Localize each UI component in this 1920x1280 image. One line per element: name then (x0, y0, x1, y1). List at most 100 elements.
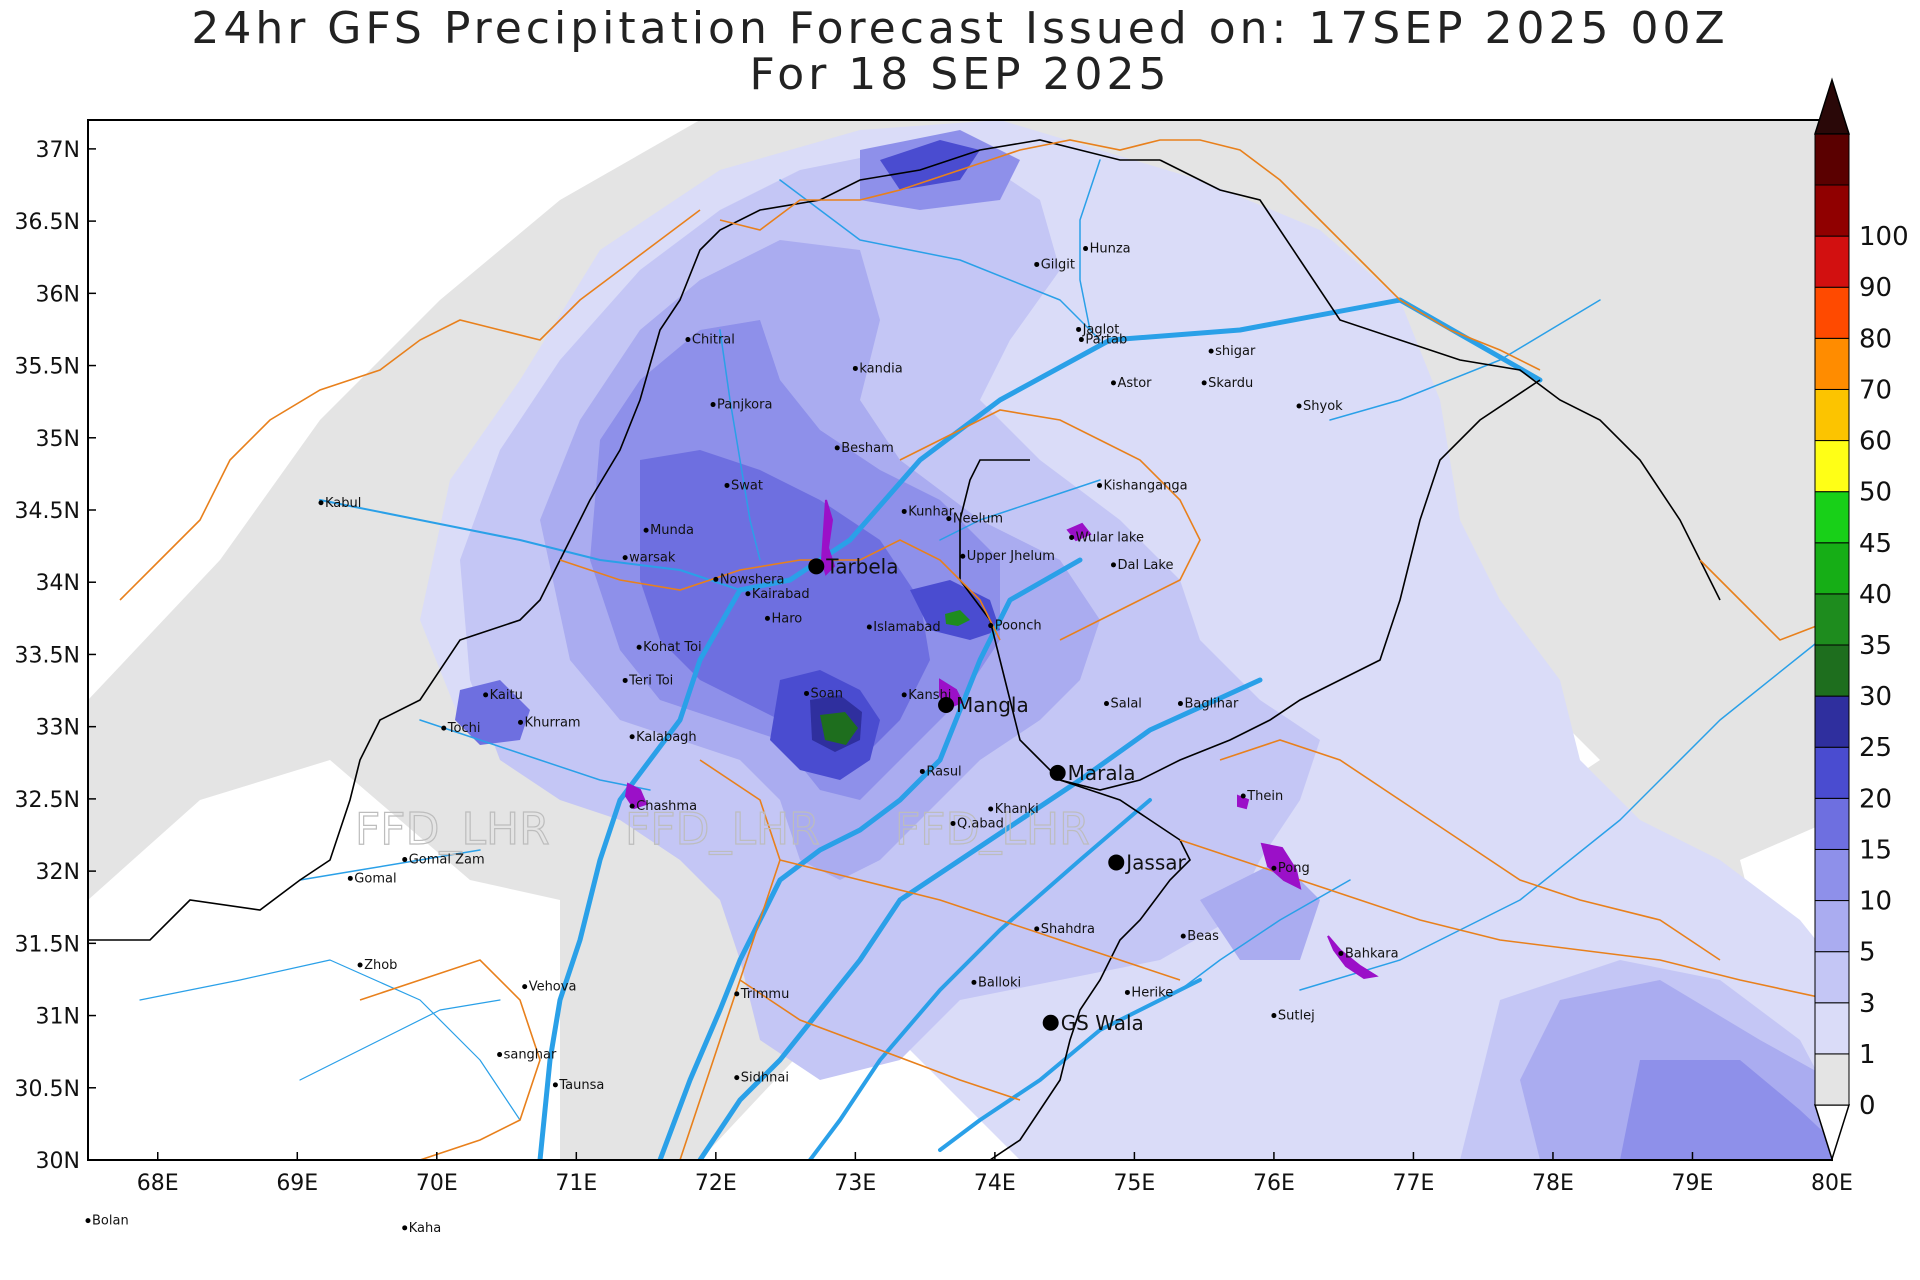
place-sutlej: Sutlej (1271, 1009, 1315, 1024)
place-marker (1083, 246, 1089, 252)
place-marker (1076, 326, 1082, 332)
place-marker (629, 803, 635, 809)
x-tick-label: 69E (276, 1171, 318, 1196)
loc-line (959, 379, 1541, 791)
precip-band-20c (880, 140, 980, 190)
place-gs-wala: GS Wala (1042, 1011, 1144, 1035)
place-marker (1177, 701, 1183, 707)
place-marker (85, 1218, 91, 1224)
place-marker (402, 857, 408, 863)
colorbar-segment (1814, 337, 1850, 390)
admin-afghan-provinces (119, 209, 701, 601)
x-tick-label: 71E (555, 1171, 597, 1196)
place-marker (804, 690, 810, 696)
chenab-river (697, 677, 1263, 1160)
y-tick-label: 33.5N (15, 643, 80, 668)
place-marker (1069, 534, 1075, 540)
place-baglihar: Baglihar (1177, 697, 1239, 712)
place-marker (1078, 337, 1084, 343)
beas-river (1179, 879, 1351, 991)
place-warsak: warsak (622, 551, 676, 566)
watermark-2: FFD_LHR (625, 804, 820, 855)
x-tick-label: 76E (1253, 1171, 1295, 1196)
place-munda: Munda (643, 523, 694, 538)
place-sanghar: sanghar (497, 1048, 557, 1063)
place-marker (1271, 1013, 1277, 1019)
place-kaha: Kaha (402, 1221, 441, 1236)
place-label: Dal Lake (1117, 558, 1173, 573)
precip-band-10c (1620, 1060, 1832, 1160)
y-tick-label: 32.5N (15, 788, 80, 813)
x-tick-label: 79E (1672, 1171, 1714, 1196)
place-label: Kohat Toi (643, 640, 702, 655)
place-marker (622, 555, 628, 561)
place-kanshi: Kanshi (901, 688, 951, 703)
y-tick-label: 35N (36, 427, 80, 452)
place-marker (441, 725, 447, 731)
y-tick-label: 36.5N (15, 210, 80, 235)
place-label: Nowshera (720, 572, 785, 587)
x-tick-label: 73E (834, 1171, 876, 1196)
kurram-river (419, 719, 651, 791)
admin-punjab-2 (779, 859, 1181, 981)
ravi-river (808, 798, 1152, 1160)
outside-places: Bolan Kaha (85, 1214, 441, 1236)
place-islamabad: Islamabad (866, 620, 941, 635)
place-label: kandia (859, 361, 902, 376)
x-tick-label: 74E (974, 1171, 1016, 1196)
place-marker (1049, 764, 1066, 781)
colorbar-segment (1814, 286, 1850, 339)
place-marker (518, 719, 524, 725)
admin-boundaries (119, 139, 1832, 1160)
place-marker (483, 692, 489, 698)
colorbar-segment (1814, 235, 1850, 288)
place-trimmu: Trimmu (734, 987, 789, 1002)
place-soan: Soan (804, 686, 843, 701)
place-khanki: Khanki (988, 802, 1039, 817)
place-kishanganga: Kishanganga (1097, 478, 1188, 493)
place-marker (552, 1082, 558, 1088)
colorbar-label: 50 (1859, 478, 1892, 508)
place-kandia: kandia (852, 361, 903, 376)
place-label: Shyok (1303, 399, 1343, 414)
place-marker (497, 1052, 503, 1058)
place-marker (971, 979, 977, 985)
colorbar-label: 60 (1859, 427, 1892, 457)
place-label: Teri Toi (628, 673, 673, 688)
colorbar-label: 25 (1859, 733, 1892, 763)
place-label: Chashma (636, 799, 697, 814)
place-label: sanghar (504, 1048, 557, 1063)
place-label: Soan (811, 686, 843, 701)
place-astor: Astor (1110, 376, 1152, 391)
place-dal-lake: Dal Lake (1110, 558, 1173, 573)
place-marker (1180, 933, 1186, 939)
places-layer: Kabul Chitral Panjkora Gilgit Hunza JaglotPar… (318, 242, 1399, 1093)
colorbar-segment (1814, 491, 1850, 544)
tributary-zhob (299, 999, 501, 1081)
axes: 68E 69E 70E 71E 72E 73E 74E 75E 76E 77E 78E 79E 80E 3… (15, 138, 1853, 1196)
map-area: FFD_LHR FFD_LHR FFD_LHR Kabul Chitral Panj… (88, 120, 1832, 1160)
place-label: Gilgit (1041, 257, 1075, 272)
y-tick-label: 31N (36, 1005, 80, 1030)
place-label: Haro (771, 611, 802, 626)
title-line-2: For 18 SEP 2025 (749, 49, 1171, 100)
place-marker (685, 337, 691, 343)
place-marker (713, 576, 719, 582)
colorbar-segment (1814, 797, 1850, 850)
place-marker (901, 692, 907, 698)
kabul-river (319, 499, 741, 591)
place-wular-lake: Wular lake (1069, 530, 1144, 545)
hunza-river (1079, 159, 1101, 331)
sutlej-river (938, 978, 1202, 1152)
place-teri-toi: Teri Toi (622, 673, 673, 688)
place-marker (357, 962, 363, 968)
place-label: Herike (1131, 985, 1173, 1000)
place-q-abad: Q.abad (950, 816, 1004, 831)
place-kaitu: Kaitu (483, 688, 523, 703)
place-marker (919, 768, 925, 774)
x-tick-label: 72E (695, 1171, 737, 1196)
place-marker (347, 875, 353, 881)
admin-punjab-1 (679, 759, 781, 1160)
place-label: Pong (1278, 861, 1310, 876)
